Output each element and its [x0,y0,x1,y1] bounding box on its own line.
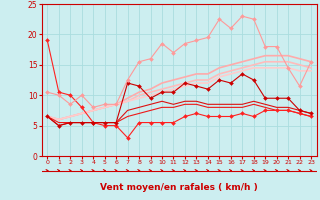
Text: Vent moyen/en rafales ( km/h ): Vent moyen/en rafales ( km/h ) [100,184,258,192]
